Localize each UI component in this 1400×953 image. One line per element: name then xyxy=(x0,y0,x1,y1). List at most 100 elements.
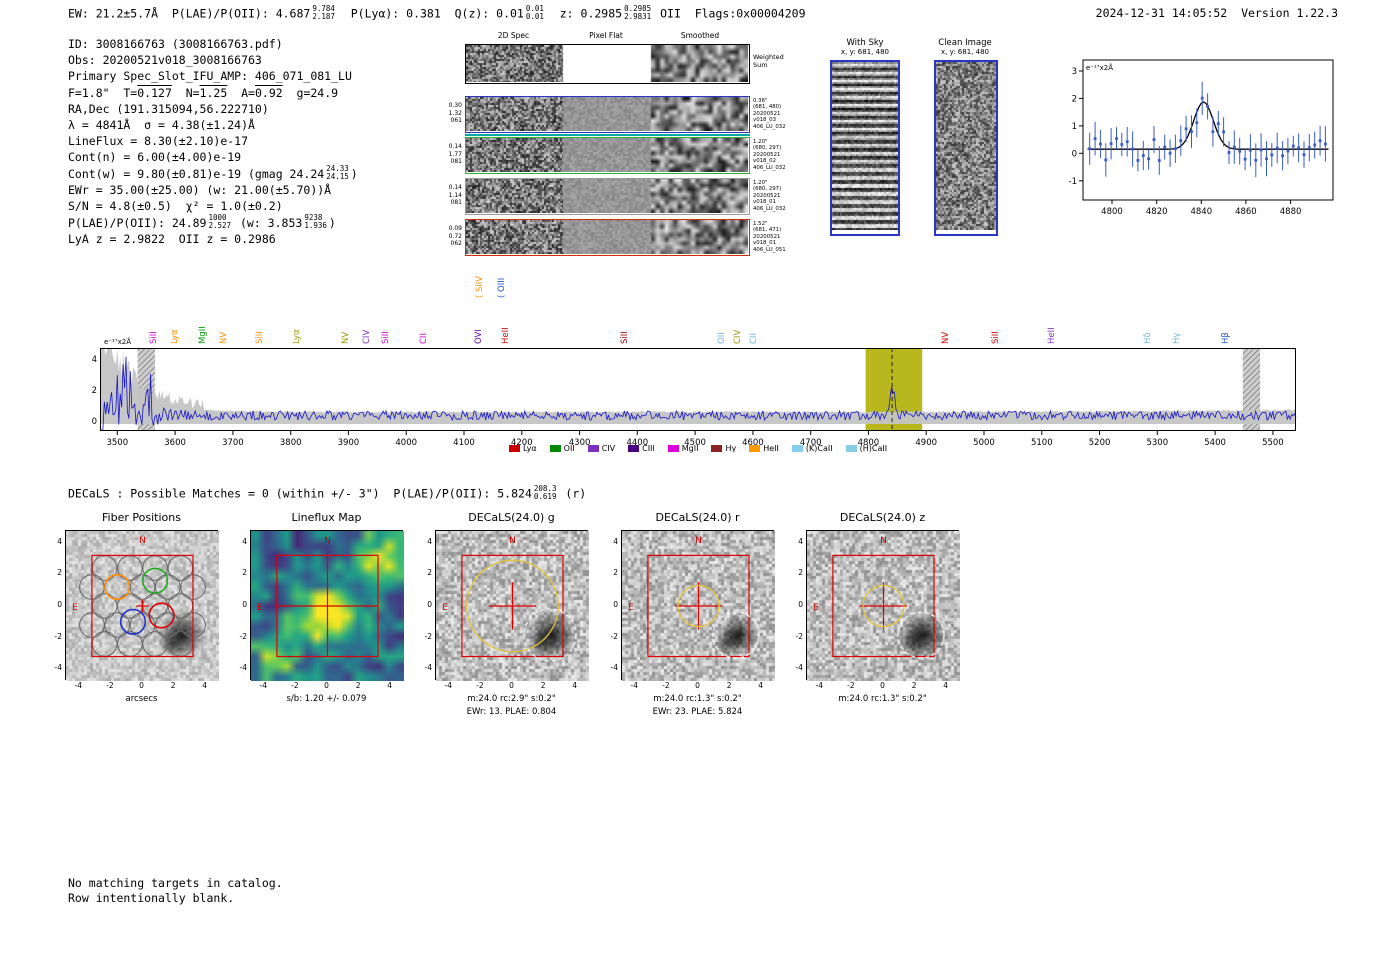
line-label-SiII: SiII xyxy=(990,331,1001,344)
cutout-ytick: 4 xyxy=(613,536,618,546)
legend-item-(K)CaII: (K)CaII xyxy=(791,444,833,453)
svg-text:N: N xyxy=(695,536,702,546)
info-3-text-2: N= xyxy=(171,85,200,100)
info-line-10: S/N = 4.8(±0.5) χ² = 1.0(±0.2) xyxy=(68,198,358,214)
spec2d-row-1-strip xyxy=(465,96,750,133)
info-3-text-1: 0.127 xyxy=(137,85,172,100)
info-line-0: ID: 3008166763 (3008166763.pdf) xyxy=(68,36,358,52)
info-line-5: λ = 4841Å σ = 4.38(±1.24)Å xyxy=(68,117,358,133)
cutout-xtick: 2 xyxy=(726,681,732,690)
cutout-sub-g: EWr: 13. PLAE: 0.804 xyxy=(466,707,557,717)
legend-item-MgII: MgII xyxy=(667,444,699,453)
legend-swatch xyxy=(587,445,599,452)
info-3-text-4: A= xyxy=(227,85,255,100)
cutout-ytick: 0 xyxy=(57,600,62,609)
header-stat-text-0: EW: 21.2±5.7Å P(LAE)/P(OII): 4.687 xyxy=(68,6,311,21)
spec2d-row-4-annotation: 1.52" (681, 471) 20200521 v018_01 406_LU_051 xyxy=(753,221,786,253)
info-8-text-0: Cont(w) = 9.80(±0.81)e-19 (gmag 24.24 xyxy=(68,166,325,181)
legend-swatch xyxy=(628,445,640,452)
legend-label: (K)CaII xyxy=(805,444,833,453)
legend-swatch xyxy=(749,445,761,452)
line-label-SiIV: ( SiIV xyxy=(475,275,486,298)
info-line-9: EWr = 35.00(±25.00) (w: 21.00(±5.70))Å xyxy=(68,182,358,198)
svg-text:3700: 3700 xyxy=(222,438,244,448)
svg-text:5100: 5100 xyxy=(1031,438,1053,448)
cutout-ytick: 2 xyxy=(613,568,618,578)
cutout-xtick: -4 xyxy=(74,681,83,690)
detection-info-block: ID: 3008166763 (3008166763.pdf) Obs: 2020… xyxy=(68,36,358,247)
cutout-ytick: 0 xyxy=(427,600,432,609)
emission-line-label-band: SiII Lyα MgII NV SiII Lyα NV CIV SiII CII OVI HeII S… xyxy=(100,262,1296,346)
info-8-bounds-1: 24.33 24.15 xyxy=(326,164,349,182)
decals-hdr-text-0: DECaLS : Possible Matches = 0 (within +/… xyxy=(68,486,532,501)
cutout-xtick: -4 xyxy=(630,681,639,690)
line-label-MgII: MgII xyxy=(198,326,208,344)
spec2d-row-2-strip xyxy=(465,137,750,174)
info-9-text-0: EWr = 35.00(±25.00) (w: 21.00(±5.70))Å xyxy=(68,183,332,198)
cutout-xtick: 2 xyxy=(170,681,176,690)
cutout-ytick: 0 xyxy=(798,600,803,609)
svg-text:E: E xyxy=(813,603,819,613)
info-line-4: RA,Dec (191.315094,56.222710) xyxy=(68,101,358,117)
legend-label: Hγ xyxy=(725,444,737,453)
line-label-NV: NV xyxy=(340,331,351,344)
svg-text:4820: 4820 xyxy=(1146,207,1168,217)
line-label-NV: NV xyxy=(941,331,952,344)
cutout-xtick: 4 xyxy=(758,681,764,690)
line-label-HeII: HeII xyxy=(500,327,511,344)
cutout-xlabel-g: m:24.0 rc:2.9" s:0.2" xyxy=(467,694,556,704)
info-3-text-0: F=1.8" T= xyxy=(68,85,138,100)
spec2d-row-2-annotation: 1.20" (680, 297) 20200521 v018_02 406_LU_032 xyxy=(753,139,786,171)
cutout-xtick: -2 xyxy=(662,681,670,690)
info-10-text-0: S/N = 4.8(±0.5) χ² = 1.0(±0.2) xyxy=(68,199,283,214)
legend-swatch xyxy=(549,445,561,452)
info-3-text-3: 1.25 xyxy=(199,85,228,100)
legend-item-CIII: CIII xyxy=(628,444,655,453)
header-stat-bounds-5: 0.2985 2.9831 xyxy=(624,4,652,22)
cutout-xlabel-z: m:24.0 rc:1.3" s:0.2" xyxy=(838,694,927,704)
cutout-xtick: 2 xyxy=(355,681,361,690)
clean-image xyxy=(934,60,998,236)
cutout-title-r: DECaLS(24.0) r xyxy=(655,511,740,524)
cutout-xtick: 2 xyxy=(911,681,917,690)
legend-item-Lyα: Lyα xyxy=(508,444,537,453)
svg-text:4900: 4900 xyxy=(915,438,937,448)
svg-text:5200: 5200 xyxy=(1089,438,1111,448)
line-label-SiII: SiII xyxy=(619,331,630,344)
cutout-xtick: 0 xyxy=(324,681,329,690)
spec2d-row-3-annotation: 1.20" (680, 297) 20200521 v018_01 406_LU_032 xyxy=(753,180,786,212)
legend-label: (H)CaII xyxy=(859,444,888,453)
legend-label: CIII xyxy=(642,444,655,453)
legend-swatch xyxy=(508,445,520,452)
cutout-xtick: 4 xyxy=(387,681,393,690)
svg-text:3: 3 xyxy=(1072,67,1077,77)
info-11-bounds-1: 1000 2.527 xyxy=(208,213,232,231)
legend-label: MgII xyxy=(681,444,699,453)
header-stat-text-6: OII Flags:0x00004209 xyxy=(653,6,806,21)
svg-text:2: 2 xyxy=(1072,94,1077,104)
info-11-text-4: ) xyxy=(328,215,336,230)
spec2d-row-1-annotation: 0.36" (681, 480) 20200521 v018_03 406_LU_032 xyxy=(753,98,786,130)
cutout-ytick: -4 xyxy=(54,663,62,673)
cutout-xtick: -2 xyxy=(847,681,855,690)
col-header-smoothed: Smoothed xyxy=(680,31,720,40)
spec2d-row-2-weights: 0.14 1.77 081 xyxy=(448,143,462,165)
spec2d-row-4-strip xyxy=(465,219,750,256)
cutout-xtick: 4 xyxy=(202,681,208,690)
clean-image-title: Clean Image xyxy=(938,38,992,48)
header-stat-bounds-1: 9.784 2.187 xyxy=(312,4,335,22)
header-stat-bounds-3: 0.01 0.01 xyxy=(525,4,544,22)
svg-text:4200: 4200 xyxy=(511,438,533,448)
cutout-xtick: 0 xyxy=(509,681,514,690)
info-12-text-0: LyA z = 2.9822 OII z = 0.2986 xyxy=(68,232,276,247)
with-sky-title: With Sky xyxy=(846,38,884,48)
svg-text:4700: 4700 xyxy=(800,438,822,448)
cutout-xtick: -4 xyxy=(259,681,268,690)
svg-text:0: 0 xyxy=(1072,149,1077,159)
spec2d-row-4-weights: 0.09 0.72 062 xyxy=(448,225,462,247)
cutout-xtick: -2 xyxy=(291,681,299,690)
svg-text:e⁻¹⁷x2Å: e⁻¹⁷x2Å xyxy=(1086,63,1113,72)
cutout-ytick: -4 xyxy=(239,663,247,673)
